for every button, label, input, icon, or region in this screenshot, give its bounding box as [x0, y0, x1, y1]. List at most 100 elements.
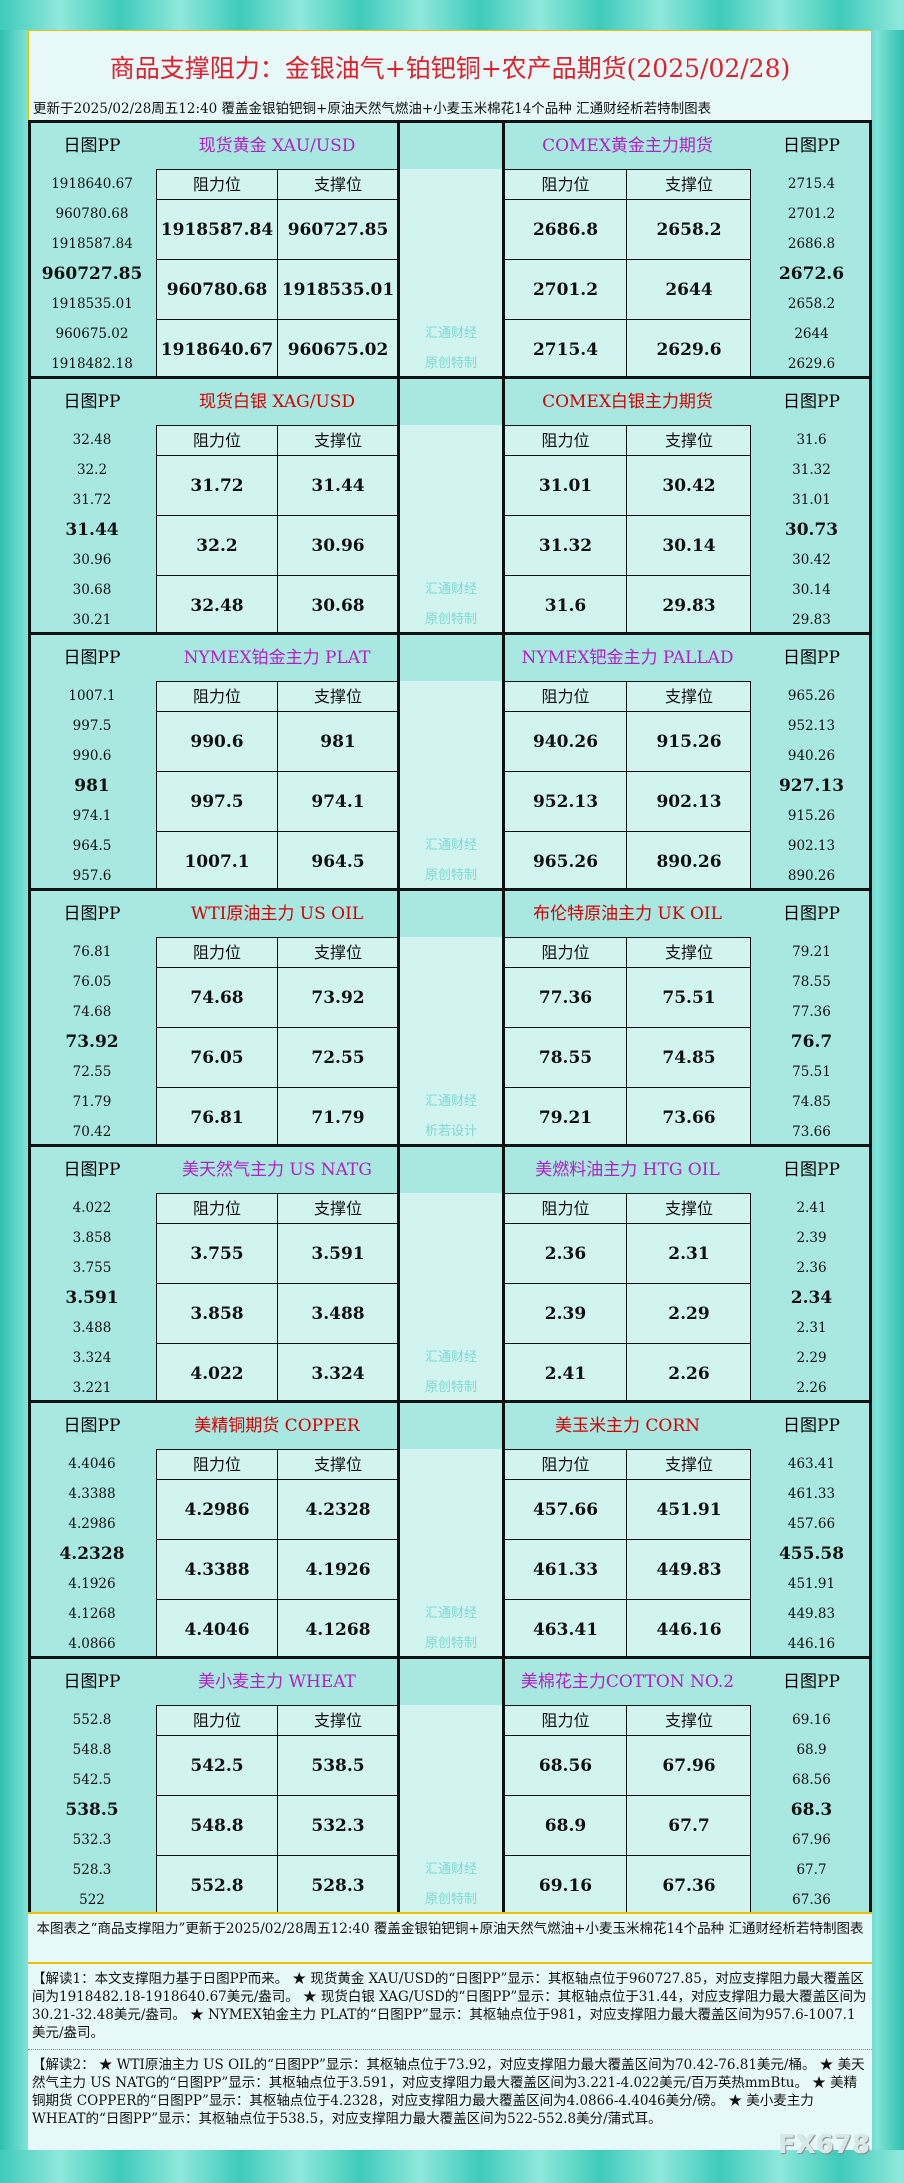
resistance-header: 阻力位: [504, 425, 626, 455]
watermark: 汇通财经 原创特制: [424, 582, 477, 627]
pivot-point: 538.5: [65, 1800, 119, 1820]
pp-level: 2644: [794, 326, 829, 342]
support-value: 67.96: [626, 1735, 751, 1795]
resistance-value: 4.3388: [156, 1539, 277, 1599]
support-header: 支撑位: [277, 681, 398, 711]
resistance-value: 990.6: [156, 711, 277, 771]
pp-level: 30.14: [792, 582, 831, 598]
resistance-value: 2.41: [504, 1343, 626, 1403]
resistance-header: 阻力位: [504, 1449, 626, 1479]
resistance-value: 2701.2: [504, 259, 626, 319]
resistance-value: 74.68: [156, 967, 277, 1027]
resistance-value: 1918640.67: [156, 319, 277, 379]
pp-level: 2.31: [796, 1320, 827, 1336]
pp-level: 522: [79, 1892, 105, 1908]
pp-level: 1007.1: [68, 688, 116, 704]
instrument-title-right: 美棉花主力COTTON NO.2: [520, 1672, 735, 1692]
pp-level: 451.91: [787, 1576, 836, 1592]
instrument-title-right: COMEX白银主力期货: [542, 392, 713, 412]
pp-level: 3.488: [72, 1320, 112, 1336]
pp-level: 446.16: [787, 1636, 836, 1652]
pp-level: 915.26: [787, 808, 836, 824]
resistance-value: 79.21: [504, 1087, 626, 1147]
pp-level: 974.1: [72, 808, 112, 824]
pp-level: 997.5: [72, 718, 112, 734]
page-subtitle: 更新于2025/02/28周五12:40 覆盖金银铂钯铜+原油天然气燃油+小麦玉…: [33, 101, 712, 117]
resistance-value: 463.41: [504, 1599, 626, 1659]
pp-list-left: 76.81 76.05 74.68 73.92 72.55 71.79 70.42: [28, 937, 156, 1147]
pp-level: 449.83: [787, 1606, 836, 1622]
resistance-value: 1918587.84: [156, 199, 277, 259]
pp-level: 76.81: [72, 944, 112, 960]
instrument-title-left: 现货白银 XAG/USD: [198, 392, 356, 412]
support-header: 支撑位: [277, 1449, 398, 1479]
bottom-band: [0, 2150, 904, 2183]
pp-level: 964.5: [72, 838, 112, 854]
resistance-header: 阻力位: [504, 169, 626, 199]
instrument-title-right: COMEX黄金主力期货: [542, 136, 713, 156]
resistance-value: 2686.8: [504, 199, 626, 259]
pp-level: 990.6: [72, 748, 112, 764]
pp-level: 32.48: [72, 432, 112, 448]
resistance-value: 76.05: [156, 1027, 277, 1087]
resistance-value: 4.2986: [156, 1479, 277, 1539]
support-value: 30.42: [626, 455, 751, 515]
pp-level: 31.6: [796, 432, 827, 448]
pp-label-right: 日图PP: [783, 1416, 840, 1436]
support-value: 2.31: [626, 1223, 751, 1283]
pp-level: 31.72: [72, 492, 112, 508]
support-value: 451.91: [626, 1479, 751, 1539]
pp-level: 79.21: [792, 944, 831, 960]
support-header: 支撑位: [626, 1449, 751, 1479]
pp-level: 2.26: [796, 1380, 827, 1396]
pp-list-right: 965.26 952.13 940.26 927.13 915.26 902.13 890.…: [751, 681, 872, 891]
pp-level: 76.05: [72, 974, 112, 990]
support-value: 915.26: [626, 711, 751, 771]
instrument-title-left: WTI原油主力 US OIL: [190, 904, 364, 924]
support-value: 964.5: [277, 831, 398, 891]
support-value: 981: [277, 711, 398, 771]
pp-list-left: 1918640.67 960780.68 1918587.84 960727.85 19…: [28, 169, 156, 379]
pp-level: 68.9: [796, 1742, 827, 1758]
resistance-header: 阻力位: [504, 681, 626, 711]
pivot-point: 981: [74, 776, 110, 796]
support-value: 30.68: [277, 575, 398, 635]
pp-label-left: 日图PP: [63, 136, 121, 156]
watermark: 汇通财经 原创特制: [424, 1862, 477, 1907]
pp-level: 3.324: [72, 1350, 112, 1366]
pp-label-right: 日图PP: [783, 392, 840, 412]
support-value: 960727.85: [277, 199, 398, 259]
pp-level: 67.7: [796, 1862, 827, 1878]
pp-level: 3.858: [72, 1230, 112, 1246]
pp-level: 528.3: [72, 1862, 112, 1878]
resistance-header: 阻力位: [156, 1705, 277, 1735]
pp-level: 71.79: [72, 1094, 112, 1110]
resistance-header: 阻力位: [156, 937, 277, 967]
watermark: 汇通财经 原创特制: [424, 1350, 477, 1395]
pp-level: 31.32: [792, 462, 831, 478]
interpretation-2: 【解读2： ★ WTI原油主力 US OIL的“日图PP”显示：其枢轴点位于73…: [28, 2050, 872, 2150]
resistance-value: 997.5: [156, 771, 277, 831]
resistance-value: 32.2: [156, 515, 277, 575]
resistance-value: 457.66: [504, 1479, 626, 1539]
resistance-value: 552.8: [156, 1855, 277, 1915]
resistance-value: 3.755: [156, 1223, 277, 1283]
resistance-header: 阻力位: [156, 425, 277, 455]
pp-level: 940.26: [787, 748, 836, 764]
pp-level: 72.55: [72, 1064, 112, 1080]
pp-list-left: 1007.1 997.5 990.6 981 974.1 964.5 957.6: [28, 681, 156, 891]
resistance-value: 32.48: [156, 575, 277, 635]
support-value: 960675.02: [277, 319, 398, 379]
pp-level: 67.36: [792, 1892, 831, 1908]
pp-level: 2.29: [796, 1350, 827, 1366]
pivot-point: 960727.85: [41, 264, 143, 284]
support-value: 2629.6: [626, 319, 751, 379]
resistance-value: 4.4046: [156, 1599, 277, 1659]
pp-level: 4.022: [72, 1200, 112, 1216]
support-value: 4.1926: [277, 1539, 398, 1599]
